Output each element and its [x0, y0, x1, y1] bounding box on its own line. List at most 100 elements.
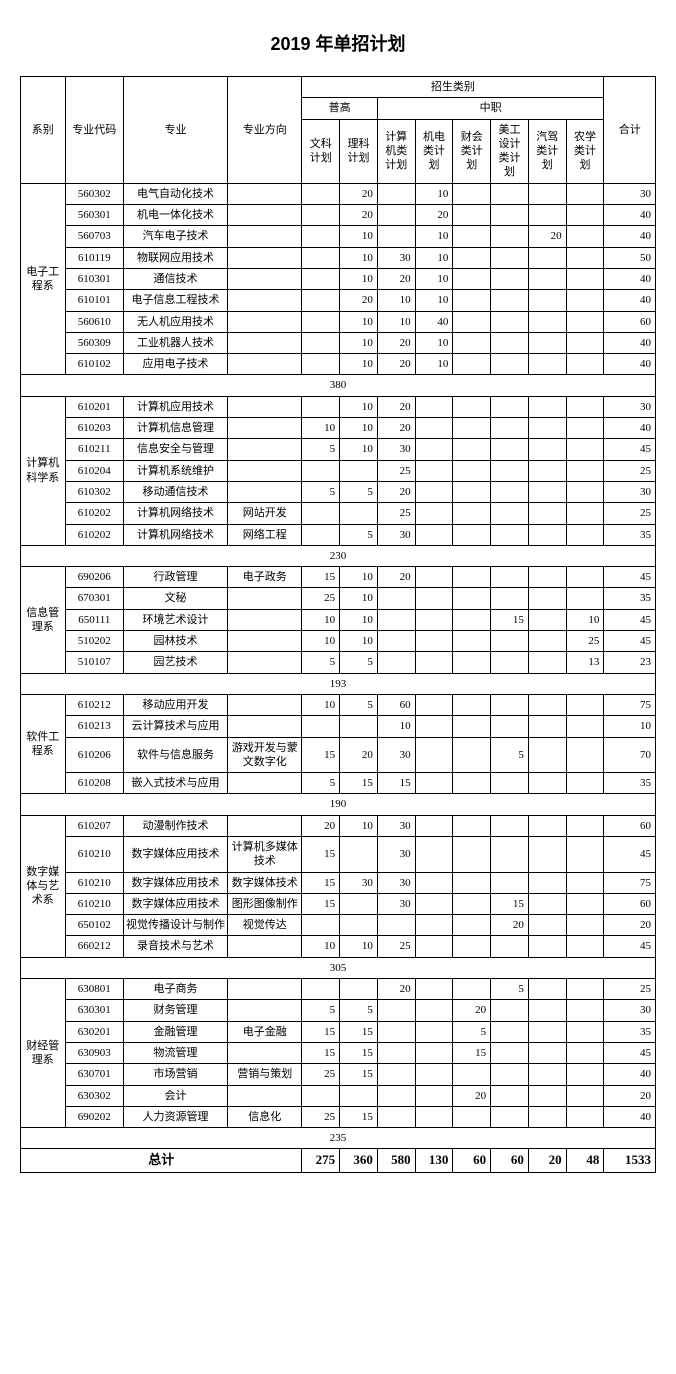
plan-cell	[566, 1064, 604, 1085]
total-cell: 45	[604, 836, 656, 872]
plan-cell	[453, 290, 491, 311]
plan-cell	[528, 815, 566, 836]
dir-cell	[228, 694, 302, 715]
plan-cell	[566, 418, 604, 439]
plan-cell: 20	[377, 268, 415, 289]
dir-cell	[228, 205, 302, 226]
total-cell: 35	[604, 773, 656, 794]
plan-cell	[453, 737, 491, 773]
total-cell: 70	[604, 737, 656, 773]
plan-cell: 15	[340, 1106, 378, 1127]
plan-cell	[528, 268, 566, 289]
plan-cell	[491, 460, 529, 481]
plan-cell	[340, 836, 378, 872]
plan-cell	[491, 815, 529, 836]
plan-cell	[566, 567, 604, 588]
code-cell: 610208	[65, 773, 123, 794]
total-cell: 75	[604, 872, 656, 893]
plan-cell	[302, 716, 340, 737]
major-cell: 汽车电子技术	[123, 226, 227, 247]
plan-cell: 10	[377, 311, 415, 332]
total-cell: 40	[604, 205, 656, 226]
total-cell: 45	[604, 1042, 656, 1063]
plan-cell	[453, 915, 491, 936]
plan-cell	[377, 1000, 415, 1021]
plan-cell: 25	[377, 503, 415, 524]
dir-cell	[228, 439, 302, 460]
table-header: 系别 专业代码 专业 专业方向 招生类别 合计 普高 中职 文科计划 理科计划 …	[21, 77, 656, 184]
code-cell: 610101	[65, 290, 123, 311]
plan-cell	[415, 815, 453, 836]
plan-cell: 10	[340, 588, 378, 609]
plan-cell	[528, 1106, 566, 1127]
grand-total-row: 总计275360580130606020481533	[21, 1149, 656, 1173]
plan-cell	[377, 588, 415, 609]
code-cell: 690206	[65, 567, 123, 588]
plan-cell	[302, 354, 340, 375]
plan-cell: 15	[491, 893, 529, 914]
plan-cell	[453, 979, 491, 1000]
total-cell: 30	[604, 1000, 656, 1021]
code-cell: 670301	[65, 588, 123, 609]
plan-cell: 20	[377, 979, 415, 1000]
plan-cell	[528, 588, 566, 609]
plan-cell	[528, 290, 566, 311]
plan-cell	[377, 1042, 415, 1063]
plan-cell: 10	[340, 631, 378, 652]
enrollment-table: 系别 专业代码 专业 专业方向 招生类别 合计 普高 中职 文科计划 理科计划 …	[20, 76, 656, 1173]
plan-cell	[528, 694, 566, 715]
table-row: 630301财务管理552030	[21, 1000, 656, 1021]
plan-cell	[415, 1000, 453, 1021]
table-row: 630201金融管理电子金融1515535	[21, 1021, 656, 1042]
plan-cell	[566, 872, 604, 893]
table-body: 电子工程系560302电气自动化技术201030560301机电一体化技术202…	[21, 183, 656, 1173]
code-cell: 610210	[65, 872, 123, 893]
plan-cell	[528, 1021, 566, 1042]
major-cell: 数字媒体应用技术	[123, 836, 227, 872]
grand-cell: 60	[453, 1149, 491, 1173]
plan-cell	[566, 311, 604, 332]
plan-cell: 15	[340, 1042, 378, 1063]
hdr-meigong: 美工设计类计划	[491, 119, 529, 183]
subtotal-row: 305	[21, 957, 656, 978]
total-cell: 30	[604, 396, 656, 417]
plan-cell	[453, 893, 491, 914]
plan-cell	[491, 290, 529, 311]
table-row: 610210数字媒体应用技术数字媒体技术15303075	[21, 872, 656, 893]
plan-cell: 15	[491, 609, 529, 630]
dir-cell	[228, 226, 302, 247]
table-row: 610211信息安全与管理5103045	[21, 439, 656, 460]
major-cell: 录音技术与艺术	[123, 936, 227, 957]
plan-cell	[453, 439, 491, 460]
plan-cell	[302, 979, 340, 1000]
table-row: 信息管理系690206行政管理电子政务15102045	[21, 567, 656, 588]
plan-cell: 5	[340, 694, 378, 715]
plan-cell	[302, 460, 340, 481]
plan-cell	[566, 460, 604, 481]
plan-cell	[340, 979, 378, 1000]
total-cell: 40	[604, 268, 656, 289]
code-cell: 630701	[65, 1064, 123, 1085]
plan-cell	[453, 815, 491, 836]
plan-cell	[566, 226, 604, 247]
plan-cell: 25	[566, 631, 604, 652]
plan-cell	[377, 1021, 415, 1042]
subtotal-row: 235	[21, 1128, 656, 1149]
plan-cell	[302, 332, 340, 353]
major-cell: 数字媒体应用技术	[123, 893, 227, 914]
plan-cell	[491, 631, 529, 652]
total-cell: 20	[604, 1085, 656, 1106]
code-cell: 610302	[65, 481, 123, 502]
plan-cell	[491, 1021, 529, 1042]
plan-cell	[566, 247, 604, 268]
plan-cell	[566, 588, 604, 609]
plan-cell: 20	[491, 915, 529, 936]
subtotal-row: 190	[21, 794, 656, 815]
hdr-qijia: 汽驾类计划	[528, 119, 566, 183]
dir-cell	[228, 311, 302, 332]
plan-cell	[340, 893, 378, 914]
plan-cell: 5	[491, 979, 529, 1000]
plan-cell	[528, 418, 566, 439]
plan-cell	[528, 1085, 566, 1106]
plan-cell: 10	[302, 609, 340, 630]
